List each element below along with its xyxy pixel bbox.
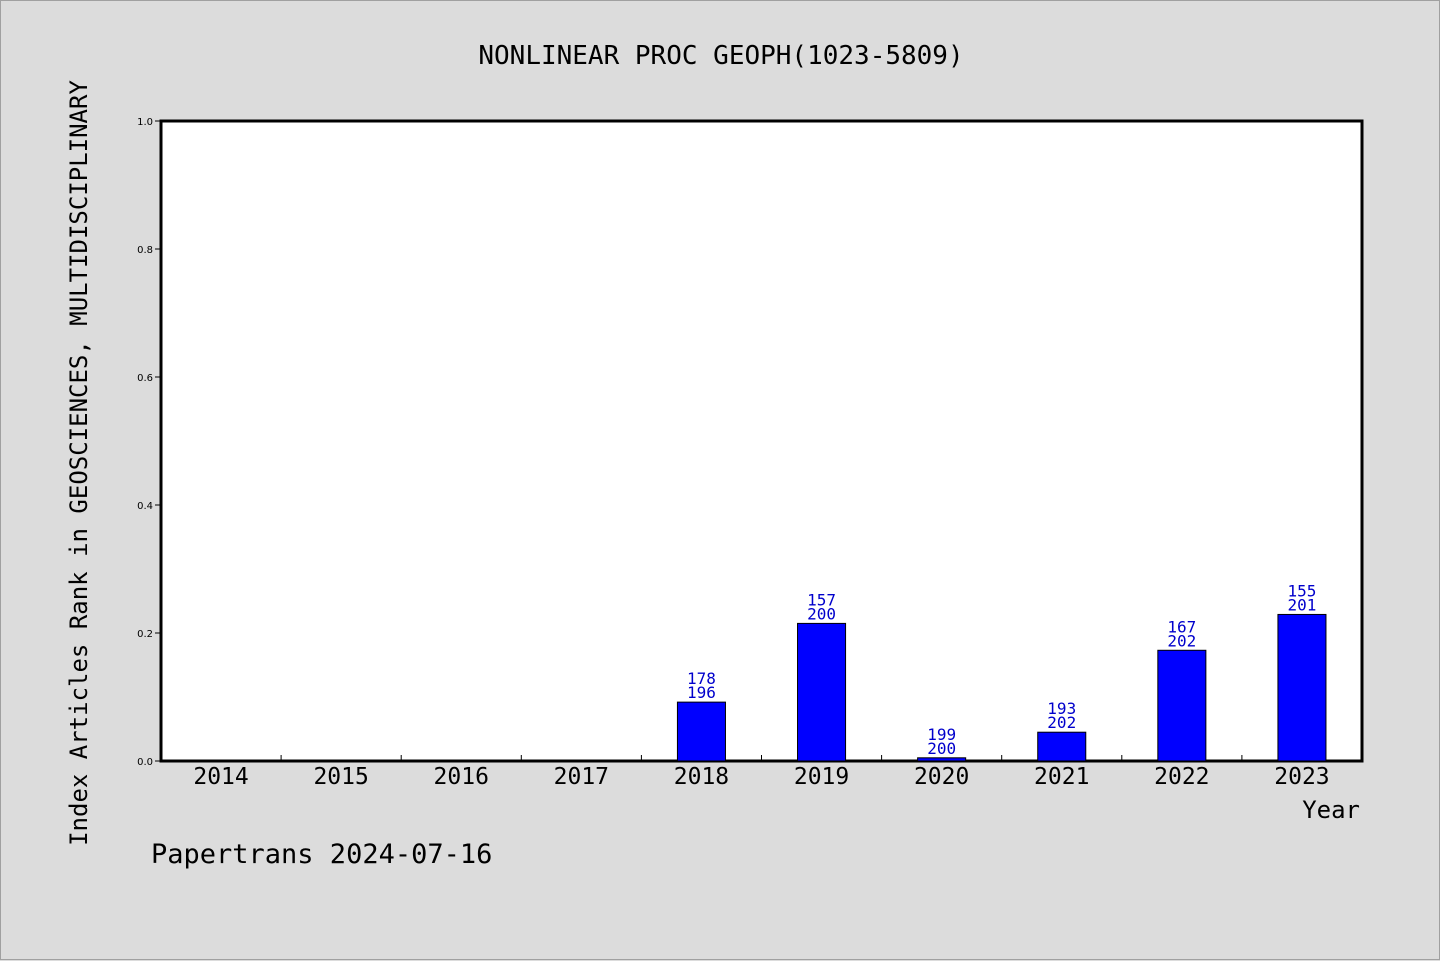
bars xyxy=(676,613,1327,762)
bar-2019 xyxy=(797,622,847,762)
bar-2022 xyxy=(1157,649,1207,762)
x-tick-label: 2020 xyxy=(914,764,969,790)
bar-label-rank: 199 xyxy=(927,725,956,744)
y-tick-label: 1.0 xyxy=(137,117,153,128)
x-axis-title: Year xyxy=(1302,796,1360,824)
bar-label-total: 201 xyxy=(1287,595,1316,614)
bar-label-rank: 155 xyxy=(1287,581,1316,600)
bar-2021 xyxy=(1037,731,1087,762)
bar-label-rank: 157 xyxy=(807,590,836,609)
x-tick-label: 2019 xyxy=(794,764,849,790)
x-tick-label: 2015 xyxy=(313,764,368,790)
bar-label-rank: 178 xyxy=(687,669,716,688)
bar-label-total: 200 xyxy=(807,604,836,623)
x-tick-label: 2018 xyxy=(674,764,729,790)
y-axis-title: Index Articles Rank in GEOSCIENCES, MULT… xyxy=(65,80,93,846)
y-tick-label: 0.8 xyxy=(137,245,153,256)
y-tick-label: 0.2 xyxy=(137,629,153,640)
bar-2023 xyxy=(1277,613,1327,762)
bar-label-total: 196 xyxy=(687,683,716,702)
chart-title: NONLINEAR PROC GEOPH(1023-5809) xyxy=(478,41,963,71)
bar-label-total: 202 xyxy=(1047,713,1076,732)
x-tick-label: 2017 xyxy=(554,764,609,790)
bar-label-total: 202 xyxy=(1167,631,1196,650)
x-tick-label: 2022 xyxy=(1154,764,1209,790)
bar-2020 xyxy=(917,757,967,762)
bar-label-total: 200 xyxy=(927,739,956,758)
footer-stamp: Papertrans 2024-07-16 xyxy=(151,839,492,870)
bar-2018 xyxy=(676,701,726,762)
y-tick-label: 0.0 xyxy=(137,757,153,768)
x-tick-label: 2014 xyxy=(193,764,248,790)
x-tick-label: 2023 xyxy=(1274,764,1329,790)
x-tick-label: 2016 xyxy=(434,764,489,790)
y-tick-label: 0.6 xyxy=(137,373,153,384)
x-tick-label: 2021 xyxy=(1034,764,1089,790)
bar-label-rank: 167 xyxy=(1167,617,1196,636)
y-tick-label: 0.4 xyxy=(137,501,153,512)
bar-label-rank: 193 xyxy=(1047,699,1076,718)
y-axis-ticks: 0.0 0.2 0.4 0.6 0.8 1.0 xyxy=(137,117,161,768)
x-axis-ticks: 2014 2015 2016 2017 2018 2019 2020 2021 2022 2023 xyxy=(193,755,1330,790)
